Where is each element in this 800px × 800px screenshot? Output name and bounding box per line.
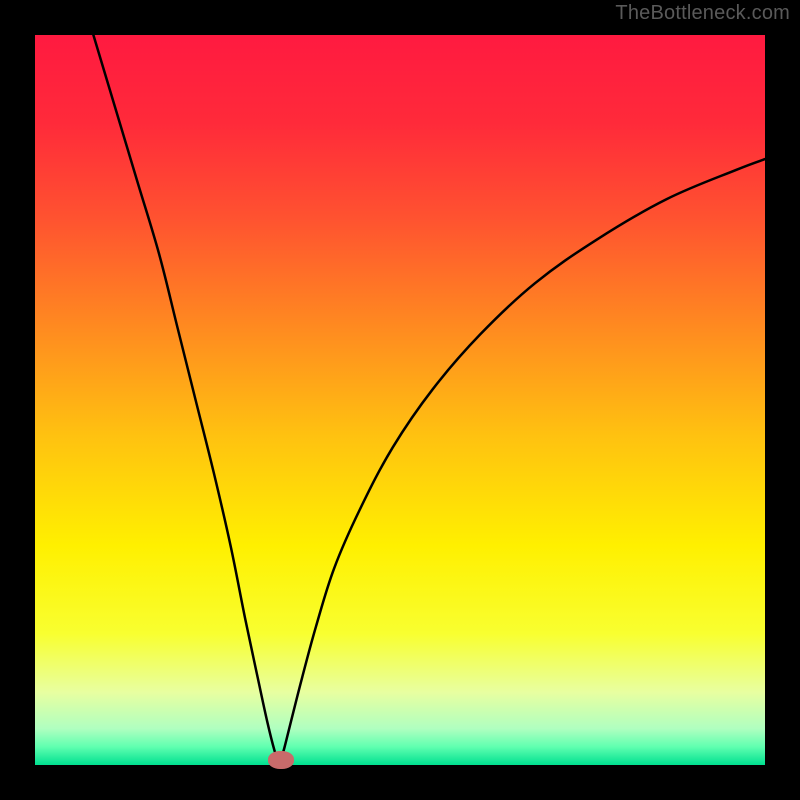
bottleneck-chart xyxy=(0,0,800,800)
chart-container: TheBottleneck.com xyxy=(0,0,800,800)
minimum-marker xyxy=(268,751,294,769)
gradient-background xyxy=(35,35,765,765)
watermark-text: TheBottleneck.com xyxy=(615,2,790,25)
